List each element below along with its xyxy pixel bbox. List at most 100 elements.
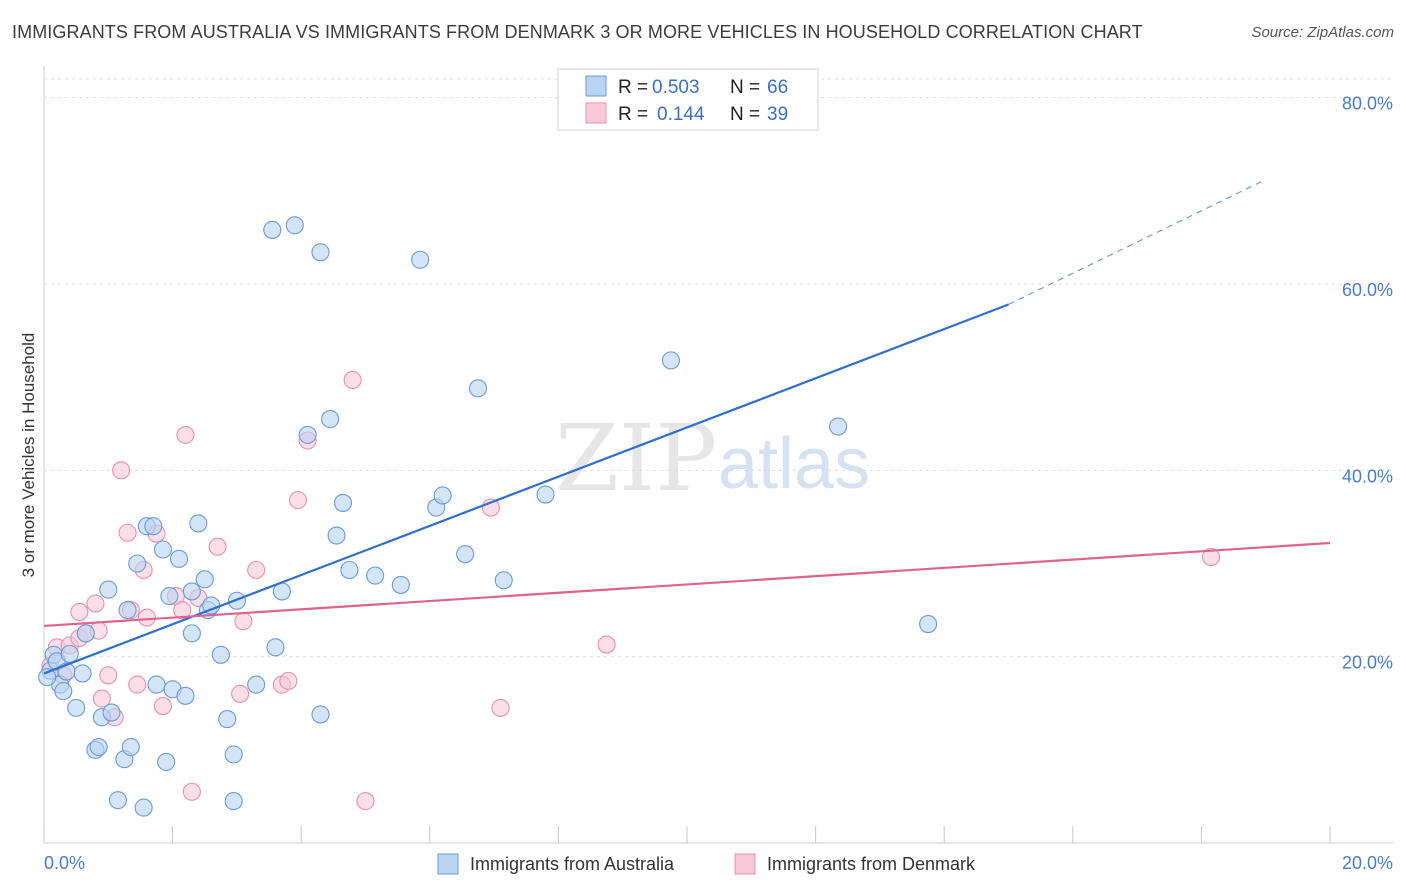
denmark-point-27	[234, 612, 253, 631]
denmark-point-17	[137, 608, 156, 627]
australia-point-51	[333, 493, 353, 512]
y-tick-label-60: 60.0%	[1342, 280, 1393, 300]
denmark-point-15	[128, 675, 147, 694]
australia-point-39	[224, 792, 243, 811]
legend-swatch-denmark	[585, 102, 607, 124]
australia-point-54	[391, 575, 410, 594]
correlation-legend: R = 0.503 N = 66 R = 0.144 N = 39	[557, 68, 819, 131]
australia-point-26	[160, 587, 179, 606]
x-axis-ticks	[43, 826, 1331, 843]
australia-point-62	[661, 351, 680, 370]
denmark-point-7	[86, 594, 105, 613]
series-legend-swatch-australia	[437, 853, 459, 875]
denmark-point-5	[70, 602, 89, 621]
australia-point-58	[456, 545, 475, 564]
australia-point-33	[195, 570, 214, 589]
denmark-point-36	[491, 698, 510, 717]
chart-title: IMMIGRANTS FROM AUSTRALIA VS IMMIGRANTS …	[12, 22, 1143, 42]
australia-point-38	[224, 745, 243, 764]
legend-swatch-australia	[585, 75, 607, 97]
y-tick-label-80: 80.0%	[1342, 94, 1393, 114]
denmark-point-9	[92, 689, 111, 708]
australia-point-46	[298, 425, 317, 444]
denmark-point-13	[118, 523, 137, 542]
australia-point-50	[327, 526, 346, 545]
legend-n-label-australia: N =	[730, 77, 760, 98]
denmark-point-12	[112, 461, 131, 480]
australia-point-47	[311, 243, 330, 262]
denmark-point-37	[597, 635, 616, 654]
australia-point-41	[247, 675, 266, 694]
australia-point-57	[433, 486, 452, 505]
australia-point-24	[153, 540, 173, 559]
source-credit: Source: ZipAtlas.com	[1251, 24, 1394, 41]
trend-line-australia-extension	[1008, 179, 1266, 306]
x-tick-label-max: 20.0%	[1342, 853, 1393, 873]
australia-point-17	[118, 601, 137, 620]
australia-point-20	[134, 798, 153, 817]
grid	[44, 78, 1393, 658]
denmark-point-23	[182, 782, 201, 801]
denmark-point-31	[288, 491, 308, 510]
australia-point-36	[211, 645, 230, 664]
australia-point-4	[54, 682, 73, 701]
australia-point-15	[108, 791, 127, 810]
series-legend-swatch-denmark	[734, 853, 756, 875]
trend-line-denmark	[43, 541, 1331, 628]
watermark-atlas: atlas	[718, 424, 870, 504]
watermark-zip: ZIP	[555, 405, 717, 512]
australia-point-6	[60, 644, 79, 663]
y-axis-label: 3 or more Vehicles in Household	[19, 333, 38, 578]
australia-point-55	[411, 250, 430, 269]
series-legend-label-australia: Immigrants from Australia	[470, 854, 675, 874]
denmark-point-33	[343, 370, 362, 389]
series-legend: Immigrants from Australia Immigrants fro…	[437, 853, 976, 875]
australia-point-48	[311, 705, 330, 724]
legend-r-value-australia: 0.503	[652, 77, 700, 98]
trend-lines	[43, 179, 1331, 675]
legend-n-value-australia: 66	[767, 77, 788, 98]
australia-point-60	[494, 571, 513, 590]
denmark-point-10	[99, 666, 118, 685]
australia-point-65	[38, 668, 57, 687]
australia-point-52	[340, 560, 359, 580]
australia-point-45	[285, 216, 304, 235]
australia-point-63	[829, 417, 848, 436]
australia-point-30	[182, 624, 201, 643]
legend-r-value-denmark: 0.144	[657, 104, 705, 125]
australia-point-31	[182, 582, 201, 601]
australia-point-28	[169, 549, 189, 568]
legend-n-label-denmark: N =	[730, 104, 760, 125]
australia-point-11	[89, 737, 108, 757]
legend-r-label-denmark: R =	[618, 104, 648, 125]
australia-point-42	[263, 220, 282, 239]
australia-point-19	[128, 554, 147, 573]
series-legend-label-denmark: Immigrants from Denmark	[767, 854, 976, 874]
legend-r-label-australia: R =	[618, 77, 648, 98]
x-tick-label-min: 0.0%	[44, 853, 85, 873]
denmark-point-38	[1201, 547, 1221, 567]
australia-point-59	[468, 379, 488, 398]
denmark-point-22	[176, 425, 195, 444]
y-tick-label-40: 40.0%	[1342, 466, 1393, 486]
denmark-point-26	[231, 684, 250, 703]
australia-point-49	[321, 410, 340, 429]
denmark-point-25	[208, 537, 227, 556]
denmark-point-34	[356, 792, 375, 811]
australia-point-61	[536, 485, 555, 504]
australia-point-7	[67, 698, 86, 717]
australia-point-43	[266, 638, 285, 657]
denmark-point-30	[279, 671, 298, 690]
australia-point-37	[218, 710, 237, 729]
denmark-point-21	[173, 601, 192, 620]
australia-point-25	[157, 752, 176, 771]
watermark: ZIP atlas	[555, 405, 870, 512]
australia-point-13	[99, 580, 118, 599]
australia-point-23	[147, 675, 166, 694]
y-tick-label-20: 20.0%	[1342, 653, 1393, 673]
denmark-point-19	[153, 696, 173, 716]
y-axis-tick-labels: 20.0% 40.0% 60.0% 80.0%	[1342, 94, 1393, 673]
series-australia-points	[38, 216, 938, 817]
australia-point-64	[919, 614, 938, 634]
